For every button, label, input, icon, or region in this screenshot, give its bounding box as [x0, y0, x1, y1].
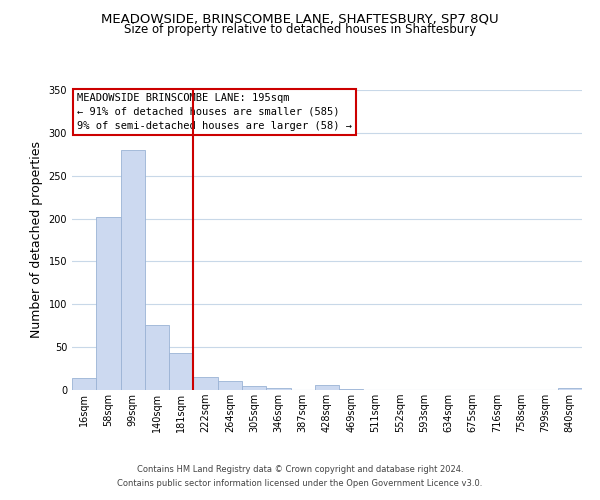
Bar [193, 377, 218, 390]
Bar [169, 353, 193, 390]
Bar [558, 388, 582, 390]
Bar [339, 389, 364, 390]
Bar [121, 150, 145, 390]
Bar [315, 385, 339, 390]
Text: Contains HM Land Registry data © Crown copyright and database right 2024.
Contai: Contains HM Land Registry data © Crown c… [118, 466, 482, 487]
Text: MEADOWSIDE BRINSCOMBE LANE: 195sqm
← 91% of detached houses are smaller (585)
9%: MEADOWSIDE BRINSCOMBE LANE: 195sqm ← 91%… [77, 93, 352, 131]
Bar [96, 217, 121, 390]
Y-axis label: Number of detached properties: Number of detached properties [30, 142, 43, 338]
Bar [218, 382, 242, 390]
Text: MEADOWSIDE, BRINSCOMBE LANE, SHAFTESBURY, SP7 8QU: MEADOWSIDE, BRINSCOMBE LANE, SHAFTESBURY… [101, 12, 499, 26]
Bar [145, 325, 169, 390]
Bar [242, 386, 266, 390]
Bar [266, 388, 290, 390]
Text: Size of property relative to detached houses in Shaftesbury: Size of property relative to detached ho… [124, 22, 476, 36]
Bar [72, 378, 96, 390]
